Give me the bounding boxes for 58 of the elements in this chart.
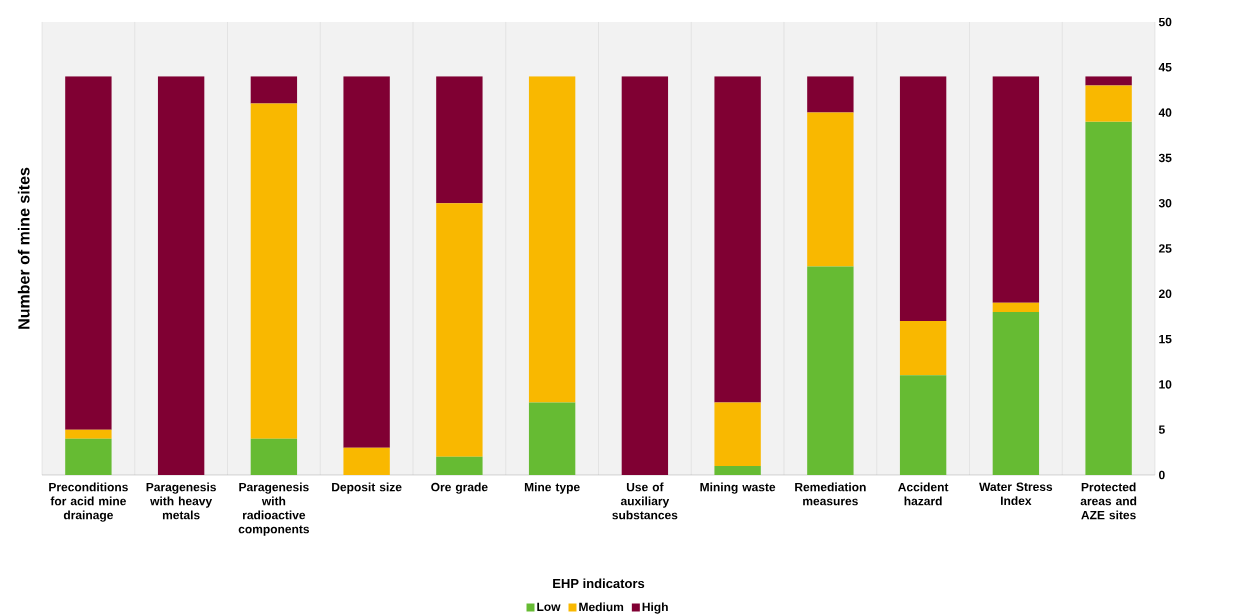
bar [250,438,298,475]
x-tick-label: Deposit size [332,482,402,494]
x-tick-label: Accident hazard [898,482,949,506]
x-tick-label: Water Stress Index [979,482,1053,506]
x-axis-title: EHP indicators [553,578,645,589]
bar [714,402,761,466]
bar [65,76,112,430]
x-tick-label: Remediation measures [795,482,866,506]
bar [65,429,112,439]
x-tick-label: Preconditions for acid mine drainage [49,482,128,522]
legend-label: Medium [579,602,624,612]
legend-label: Low [537,602,561,611]
bar [528,402,576,475]
bar [436,456,483,475]
x-tick-label: Use of auxiliary substances [612,482,678,520]
y-tick-label: 25 [1158,244,1172,253]
bar [992,302,1040,312]
bar [343,447,390,475]
bar [1085,76,1132,86]
bar [343,76,390,448]
bar [1085,85,1132,122]
y-axis-title: Number of mine sites [17,167,30,329]
y-tick-label: 5 [1158,425,1165,434]
bar [714,465,761,475]
x-tick-label: Paragenesis with heavy metals [146,482,216,520]
bar [714,76,761,403]
y-tick-label: 20 [1158,289,1172,299]
legend-label: High [642,602,668,614]
bar [1085,121,1132,475]
bar [250,76,298,104]
y-tick-label: 30 [1158,198,1172,208]
bar [899,76,947,321]
y-tick-label: 15 [1159,334,1172,344]
x-tick-label: Mining waste [700,482,776,494]
x-tick-label: Mine type [524,482,580,494]
y-tick-label: 0 [1158,470,1165,480]
bar [807,266,854,475]
bar [621,76,669,475]
bar [899,375,947,475]
x-tick-label: Paragenesis with radioactive components [238,482,310,536]
y-tick-label: 45 [1158,63,1172,72]
x-tick-label: Protected areas and AZE sites [1080,482,1137,520]
bar [250,103,298,439]
bar [436,76,483,204]
bar [899,320,947,376]
y-tick-label: 35 [1158,153,1172,163]
bar [528,76,576,403]
bar [65,438,112,475]
bar [436,203,483,457]
y-tick-label: 50 [1158,17,1172,27]
bar [992,311,1040,475]
y-tick-label: 10 [1159,380,1172,389]
x-tick-label: Ore grade [431,482,488,494]
bar [992,76,1040,303]
bar [807,76,854,113]
y-tick-label: 40 [1158,108,1172,117]
bar [157,76,205,475]
bar [807,112,854,267]
